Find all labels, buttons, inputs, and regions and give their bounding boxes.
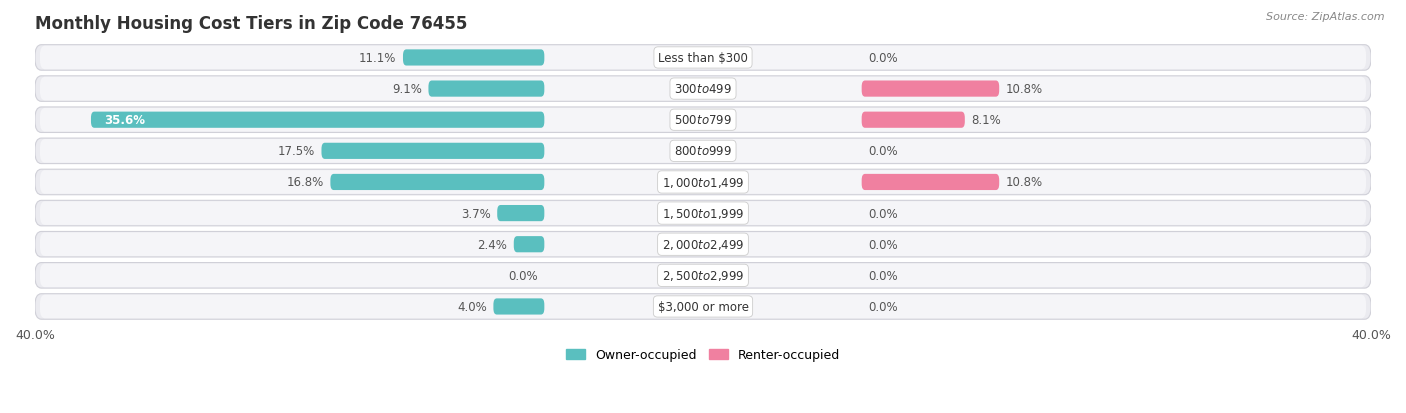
FancyBboxPatch shape [35,294,1371,319]
FancyBboxPatch shape [39,202,1367,225]
FancyBboxPatch shape [35,77,1371,102]
FancyBboxPatch shape [39,171,1367,195]
Text: 4.0%: 4.0% [457,300,486,313]
FancyBboxPatch shape [404,50,544,66]
FancyBboxPatch shape [513,237,544,253]
Text: $3,000 or more: $3,000 or more [658,300,748,313]
Text: 0.0%: 0.0% [869,238,898,251]
Text: 9.1%: 9.1% [392,83,422,96]
Text: 8.1%: 8.1% [972,114,1001,127]
Text: 3.7%: 3.7% [461,207,491,220]
Text: $800 to $999: $800 to $999 [673,145,733,158]
FancyBboxPatch shape [39,140,1367,163]
Text: 16.8%: 16.8% [287,176,323,189]
Text: 11.1%: 11.1% [359,52,396,65]
FancyBboxPatch shape [39,78,1367,101]
FancyBboxPatch shape [35,139,1371,164]
FancyBboxPatch shape [35,201,1371,226]
Text: $2,500 to $2,999: $2,500 to $2,999 [662,269,744,282]
Text: 0.0%: 0.0% [869,207,898,220]
Text: 17.5%: 17.5% [277,145,315,158]
FancyBboxPatch shape [494,299,544,315]
Text: $500 to $799: $500 to $799 [673,114,733,127]
FancyBboxPatch shape [39,47,1367,70]
FancyBboxPatch shape [862,174,1000,190]
FancyBboxPatch shape [35,170,1371,195]
Text: $2,000 to $2,499: $2,000 to $2,499 [662,237,744,252]
Text: 0.0%: 0.0% [508,269,537,282]
FancyBboxPatch shape [330,174,544,190]
FancyBboxPatch shape [91,112,544,128]
Text: Less than $300: Less than $300 [658,52,748,65]
FancyBboxPatch shape [39,295,1367,318]
Text: 0.0%: 0.0% [869,52,898,65]
Text: 35.6%: 35.6% [104,114,145,127]
FancyBboxPatch shape [35,108,1371,133]
FancyBboxPatch shape [429,81,544,97]
FancyBboxPatch shape [35,45,1371,71]
FancyBboxPatch shape [35,232,1371,257]
FancyBboxPatch shape [39,109,1367,132]
Text: 10.8%: 10.8% [1005,83,1043,96]
Text: $300 to $499: $300 to $499 [673,83,733,96]
Text: 0.0%: 0.0% [869,269,898,282]
FancyBboxPatch shape [862,81,1000,97]
Text: Monthly Housing Cost Tiers in Zip Code 76455: Monthly Housing Cost Tiers in Zip Code 7… [35,15,467,33]
FancyBboxPatch shape [39,233,1367,256]
Text: Source: ZipAtlas.com: Source: ZipAtlas.com [1267,12,1385,22]
Text: 0.0%: 0.0% [869,300,898,313]
Legend: Owner-occupied, Renter-occupied: Owner-occupied, Renter-occupied [561,343,845,366]
FancyBboxPatch shape [322,143,544,159]
Text: $1,500 to $1,999: $1,500 to $1,999 [662,206,744,221]
FancyBboxPatch shape [39,264,1367,287]
Text: $1,000 to $1,499: $1,000 to $1,499 [662,176,744,190]
Text: 2.4%: 2.4% [477,238,508,251]
FancyBboxPatch shape [35,263,1371,288]
FancyBboxPatch shape [862,112,965,128]
Text: 10.8%: 10.8% [1005,176,1043,189]
FancyBboxPatch shape [498,206,544,222]
Text: 0.0%: 0.0% [869,145,898,158]
